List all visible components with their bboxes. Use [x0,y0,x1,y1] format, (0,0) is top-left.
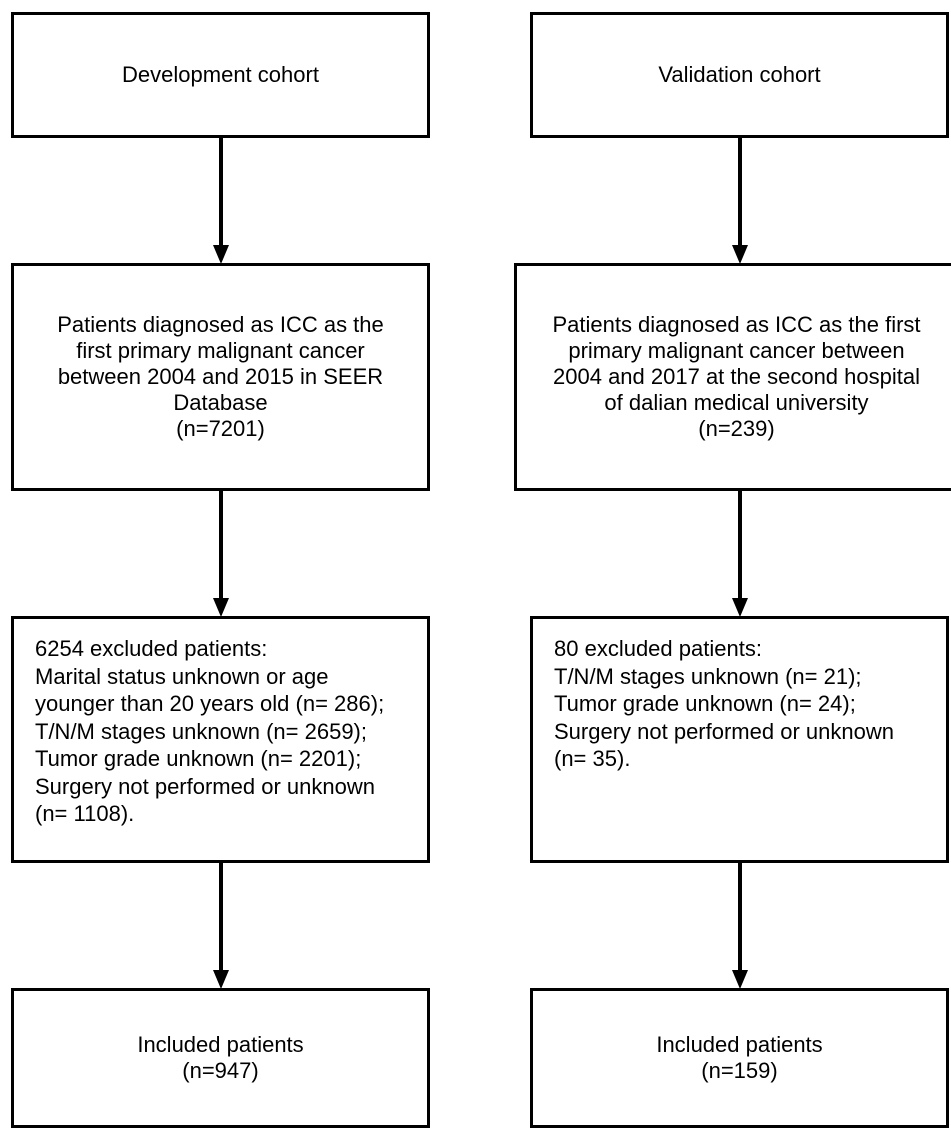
validation-included-box: Included patients (n=159) [530,988,949,1128]
validation-excluded-reason: Tumor grade unknown (n= 24); [554,691,856,716]
validation-diagnosed-line: Patients diagnosed as ICC as the first [552,312,921,337]
development-included-box: Included patients (n=947) [11,988,430,1128]
development-diagnosed-line: first primary malignant cancer [76,338,365,363]
development-diagnosed-line: between 2004 and 2015 in SEER [57,364,384,389]
validation-cohort-box: Validation cohort [530,12,949,138]
development-diagnosed-line: Patients diagnosed as ICC as the [57,312,384,337]
arrowhead-dev-3 [213,970,229,989]
development-excluded-heading: 6254 excluded patients: [35,636,268,661]
development-excluded-reason: Tumor grade unknown (n= 2201); [35,746,362,771]
validation-included-label: Included patients [656,1032,823,1057]
validation-excluded-reason: Surgery not performed or unknown [554,718,894,744]
arrowhead-val-2 [732,598,748,617]
development-cohort-title: Development cohort [122,62,319,87]
development-excluded-box: 6254 excluded patients: Marital status u… [11,616,430,863]
validation-excluded-reason: T/N/M stages unknown (n= 21); [554,663,862,689]
development-excluded-reason: (n= 1108). [35,801,135,826]
validation-included-count: (n=159) [701,1058,778,1083]
arrowhead-val-3 [732,970,748,989]
validation-diagnosed-line: of dalian medical university [604,390,869,415]
development-diagnosed-box: Patients diagnosed as ICC as the first p… [11,263,430,491]
development-included-count: (n=947) [182,1058,259,1083]
validation-diagnosed-box: Patients diagnosed as ICC as the first p… [514,263,951,491]
validation-cohort-title: Validation cohort [658,62,821,87]
development-diagnosed-count: (n=7201) [176,416,265,441]
arrowhead-val-1 [732,245,748,264]
development-excluded-reason: younger than 20 years old (n= 286); [35,691,385,716]
development-included-label: Included patients [137,1032,304,1057]
development-excluded-reason: T/N/M stages unknown (n= 2659); [35,718,367,744]
validation-excluded-heading: 80 excluded patients: [554,636,762,661]
validation-diagnosed-line: 2004 and 2017 at the second hospital [553,364,920,389]
validation-excluded-box: 80 excluded patients: T/N/M stages unkno… [530,616,949,863]
validation-diagnosed-line: primary malignant cancer between [568,338,905,363]
development-excluded-reason: Marital status unknown or age [35,663,329,689]
development-excluded-reason: Surgery not performed or unknown [35,773,375,799]
validation-excluded-reason: (n= 35). [554,746,631,771]
development-cohort-box: Development cohort [11,12,430,138]
arrowhead-dev-2 [213,598,229,617]
validation-diagnosed-count: (n=239) [698,416,775,441]
arrowhead-dev-1 [213,245,229,264]
development-diagnosed-line: Database [173,390,268,415]
